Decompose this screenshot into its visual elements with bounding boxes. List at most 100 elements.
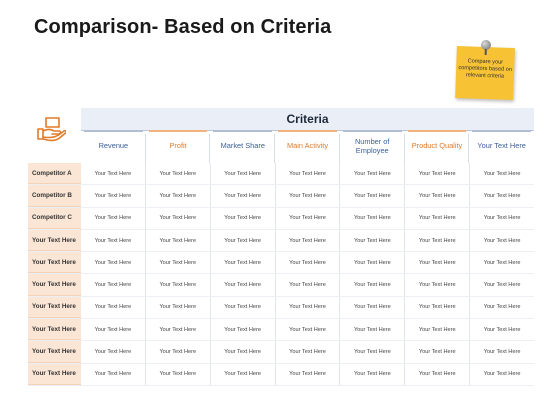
table-cell: Your Text Here: [340, 229, 406, 252]
column-header: Market Share: [210, 130, 275, 163]
table-cell: Your Text Here: [81, 229, 146, 252]
column-header: Main Activity: [275, 130, 340, 163]
comparison-table: Criteria Revenue Profit Market Share Main A…: [28, 108, 534, 386]
table-cell: Your Text Here: [81, 363, 146, 385]
table-cell: Your Text Here: [340, 185, 406, 207]
table-cell: Your Text Here: [483, 259, 521, 266]
table-cell: Your Text Here: [276, 185, 341, 207]
pushpin-needle: [484, 48, 487, 56]
table-cell: Your Text Here: [405, 363, 471, 385]
table-row: Your Text Here Your Text Here Your Text He…: [28, 363, 534, 386]
table-cell: Your Text Here: [405, 296, 471, 319]
table-cell: Your Text Here: [211, 163, 276, 185]
row-label: Your Text Here: [28, 274, 81, 296]
table-cell: Your Text Here: [146, 229, 211, 252]
table-row: Your Text Here Your Text Here Your Text He…: [28, 252, 534, 275]
table-cell: Your Text Here: [340, 252, 406, 274]
table-cell: Your Text Here: [483, 304, 521, 311]
column-header: Product Quality: [405, 130, 470, 163]
table-cell: Your Text Here: [211, 207, 276, 229]
table-cell: Your Text Here: [340, 319, 406, 341]
table-cell: Your Text Here: [81, 319, 146, 341]
table-cell: Your Text Here: [405, 163, 471, 185]
table-cell: Your Text Here: [81, 163, 146, 185]
table-cell: Your Text Here: [211, 319, 276, 341]
table-cell: Your Text Here: [340, 163, 406, 185]
table-cell: Your Text Here: [340, 341, 406, 363]
table-cell: Your Text Here: [146, 252, 211, 274]
table-cell: Your Text Here: [146, 207, 211, 229]
column-header-row: Revenue Profit Market Share Main Activity Nu…: [81, 130, 534, 163]
table-cell: Your Text Here: [405, 207, 471, 229]
table-cell: Your Text Here: [483, 215, 521, 222]
row-label: Your Text Here: [28, 341, 81, 363]
hand-holding-box-icon: [37, 117, 66, 142]
table-cell: Your Text Here: [483, 192, 521, 199]
table-cell: Your Text Here: [483, 371, 521, 378]
table-cell: Your Text Here: [276, 341, 341, 363]
table-cell: Your Text Here: [211, 363, 276, 385]
table-cell: Your Text Here: [211, 252, 276, 274]
table-cell: Your Text Here: [211, 185, 276, 207]
table-cell: Your Text Here: [146, 296, 211, 319]
table-cell: Your Text Here: [146, 185, 211, 207]
table-cell: Your Text Here: [340, 363, 406, 385]
sticky-note-text: Compare your competitors based on releva…: [458, 58, 512, 80]
table-cell: Your Text Here: [483, 349, 521, 356]
table-cell: Your Text Here: [405, 341, 471, 363]
table-cell: Your Text Here: [146, 363, 211, 385]
table-cell: Your Text Here: [276, 274, 341, 296]
row-label: Competitor C: [28, 207, 81, 229]
criteria-group-header: Criteria: [81, 108, 534, 131]
table-cell: Your Text Here: [276, 163, 341, 185]
criteria-title: Criteria: [286, 112, 329, 126]
table-cell: Your Text Here: [81, 185, 146, 207]
table-cell: Your Text Here: [340, 207, 406, 229]
table-cell: Your Text Here: [276, 319, 341, 341]
row-label: Competitor A: [28, 163, 81, 185]
table-body: Competitor A Your Text Here Your Text Here…: [28, 163, 534, 386]
row-label: Your Text Here: [28, 319, 81, 341]
table-cell: Your Text Here: [276, 296, 341, 319]
table-cell: Your Text Here: [405, 185, 471, 207]
table-cell: Your Text Here: [405, 319, 471, 341]
table-cell: Your Text Here: [211, 341, 276, 363]
table-cell: Your Text Here: [81, 252, 146, 274]
table-cell: Your Text Here: [211, 274, 276, 296]
table-cell: Your Text Here: [340, 296, 406, 319]
table-row: Your Text Here Your Text Here Your Text He…: [28, 274, 534, 297]
table-cell: Your Text Here: [146, 341, 211, 363]
table-row: Your Text Here Your Text Here Your Text He…: [28, 296, 534, 320]
page-title: Comparison- Based on Criteria: [34, 16, 332, 38]
table-cell: Your Text Here: [483, 237, 521, 244]
table-cell: Your Text Here: [405, 229, 471, 252]
sticky-note: Compare your competitors based on releva…: [455, 39, 515, 100]
table-cell: Your Text Here: [483, 282, 521, 289]
table-cell: Your Text Here: [405, 252, 471, 274]
table-cell: Your Text Here: [405, 274, 471, 296]
table-cell: Your Text Here: [483, 170, 521, 177]
table-row: Competitor C Your Text Here Your Text Here…: [28, 207, 534, 230]
row-label: Your Text Here: [28, 363, 81, 385]
column-header: Number of Employee: [340, 130, 405, 163]
table-cell: Your Text Here: [81, 296, 146, 319]
column-header: Profit: [146, 130, 211, 163]
table-row: Your Text Here Your Text Here Your Text He…: [28, 319, 534, 342]
row-label: Competitor B: [28, 185, 81, 207]
table-cell: Your Text Here: [276, 363, 341, 385]
table-cell: Your Text Here: [146, 163, 211, 185]
table-cell: Your Text Here: [276, 207, 341, 229]
table-cell: Your Text Here: [81, 274, 146, 296]
table-row: Competitor A Your Text Here Your Text Here…: [28, 163, 534, 186]
table-row: Your Text Here Your Text Here Your Text He…: [28, 229, 534, 253]
column-header: Revenue: [81, 130, 146, 163]
table-row: Your Text Here Your Text Here Your Text He…: [28, 341, 534, 364]
table-cell: Your Text Here: [483, 326, 521, 333]
table-cell: Your Text Here: [276, 252, 341, 274]
table-cell: Your Text Here: [211, 229, 276, 252]
column-header: Your Text Here: [469, 130, 534, 163]
table-cell: Your Text Here: [146, 274, 211, 296]
table-cell: Your Text Here: [276, 229, 341, 252]
table-cell: Your Text Here: [211, 296, 276, 319]
row-label: Your Text Here: [28, 296, 81, 319]
